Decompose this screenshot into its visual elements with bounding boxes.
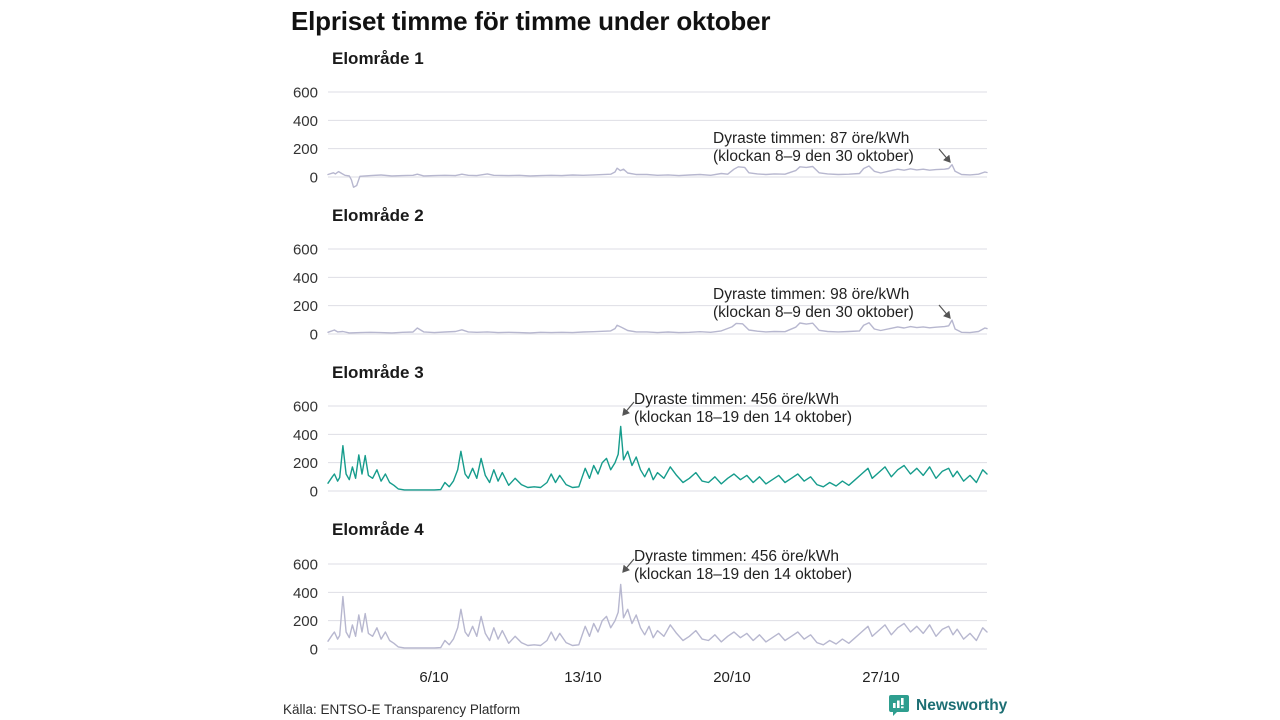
annotation-arrow-icon [622,558,635,573]
annotation-arrow-icon [938,304,951,319]
y-tick-label: 600 [293,85,318,102]
panel-title-elomrade-1: Elområde 1 [332,49,424,68]
x-tick-label: 20/10 [713,669,751,686]
brand-name: Newsworthy [916,696,1008,714]
annotation-arrow-icon [622,401,635,416]
y-tick-label: 400 [293,427,318,444]
panel-title-elomrade-3: Elområde 3 [332,363,424,382]
line-chart-elomrade-3: 600 400 200 0 [293,399,988,501]
price-line-series [327,425,988,491]
y-tick-label: 400 [293,585,318,602]
page-title: Elpriset timme för timme under oktober [291,6,771,36]
y-tick-label: 0 [310,484,318,501]
y-tick-label: 0 [310,642,318,659]
annotation-elomrade-2: Dyraste timmen: 98 öre/kWh (klockan 8–9 … [713,286,914,322]
annotation-elomrade-1: Dyraste timmen: 87 öre/kWh (klockan 8–9 … [713,130,914,166]
panel-title-elomrade-4: Elområde 4 [332,520,424,539]
price-line-series [327,319,988,334]
y-tick-label: 200 [293,455,318,472]
brand-lockup: Newsworthy [888,694,1007,717]
y-tick-label: 400 [293,270,318,287]
x-tick-label: 6/10 [419,669,449,686]
annotation-elomrade-4: Dyraste timmen: 456 öre/kWh (klockan 18–… [634,548,852,584]
y-tick-label: 0 [310,170,318,187]
source-note: Källa: ENTSO-E Transparency Platform [283,702,521,717]
price-line-series [327,163,988,188]
annotation-elomrade-3: Dyraste timmen: 456 öre/kWh (klockan 18–… [634,391,852,427]
newsworthy-logo-icon [889,695,909,716]
annotation-arrow-icon [938,148,951,163]
x-tick-label: 13/10 [564,669,602,686]
annotation-line: Dyraste timmen: 456 öre/kWh [634,391,840,408]
y-tick-label: 600 [293,557,318,574]
y-tick-label: 600 [293,242,318,259]
annotation-line: (klockan 8–9 den 30 oktober) [713,304,914,321]
y-tick-label: 400 [293,113,318,130]
line-chart-elomrade-2: 600 400 200 0 [293,242,988,344]
annotation-line: Dyraste timmen: 87 öre/kWh [713,130,910,147]
x-tick-label: 27/10 [862,669,900,686]
y-tick-label: 200 [293,298,318,315]
y-tick-label: 200 [293,613,318,630]
line-chart-elomrade-4: 600 400 200 0 [293,557,988,659]
panel-title-elomrade-2: Elområde 2 [332,206,424,225]
price-line-series [327,583,988,649]
y-tick-label: 0 [310,327,318,344]
annotation-line: (klockan 18–19 den 14 oktober) [634,566,853,583]
annotation-line: Dyraste timmen: 456 öre/kWh [634,548,840,565]
annotation-line: Dyraste timmen: 98 öre/kWh [713,286,910,303]
y-tick-label: 600 [293,399,318,416]
annotation-line: (klockan 8–9 den 30 oktober) [713,148,914,165]
y-tick-label: 200 [293,141,318,158]
annotation-line: (klockan 18–19 den 14 oktober) [634,409,853,426]
line-chart-elomrade-1: 600 400 200 0 [293,85,988,188]
